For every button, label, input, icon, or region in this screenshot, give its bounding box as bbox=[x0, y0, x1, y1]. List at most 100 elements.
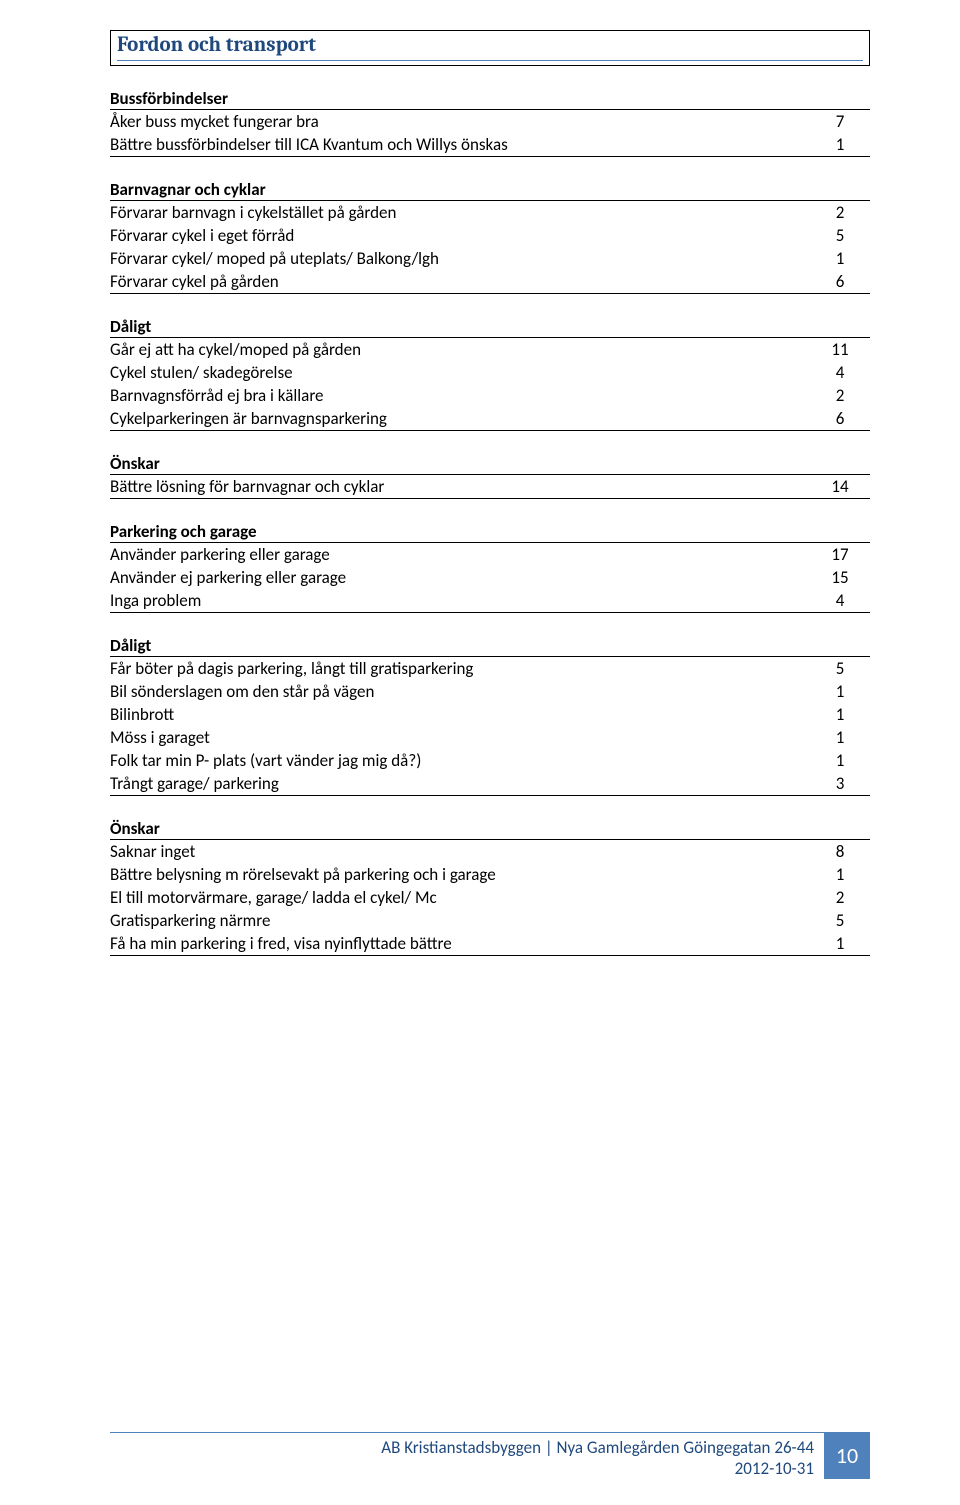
data-table: Får böter på dagis parkering, långt till… bbox=[110, 656, 870, 796]
table-row: Trångt garage/ parkering3 bbox=[110, 772, 870, 796]
table-row: Förvarar barnvagn i cykelstället på gård… bbox=[110, 201, 870, 225]
row-label: Får böter på dagis parkering, långt till… bbox=[110, 657, 810, 681]
row-label: Inga problem bbox=[110, 589, 810, 613]
row-value: 5 bbox=[810, 657, 870, 681]
table-row: Barnvagnsförråd ej bra i källare2 bbox=[110, 384, 870, 407]
table-row: Få ha min parkering i fred, visa nyinfly… bbox=[110, 932, 870, 956]
row-value: 5 bbox=[810, 224, 870, 247]
row-label: Förvarar cykel i eget förråd bbox=[110, 224, 810, 247]
row-value: 3 bbox=[810, 772, 870, 796]
row-label: Bättre lösning för barnvagnar och cyklar bbox=[110, 475, 810, 499]
data-group: Barnvagnar och cyklarFörvarar barnvagn i… bbox=[110, 179, 870, 294]
table-row: Använder parkering eller garage17 bbox=[110, 543, 870, 567]
row-label: Möss i garaget bbox=[110, 726, 810, 749]
row-value: 11 bbox=[810, 338, 870, 362]
data-table: Använder parkering eller garage17Använde… bbox=[110, 542, 870, 613]
data-group: ÖnskarSaknar inget8Bättre belysning m rö… bbox=[110, 818, 870, 956]
row-value: 2 bbox=[810, 201, 870, 225]
row-label: Förvarar cykel på gården bbox=[110, 270, 810, 294]
table-row: Bättre lösning för barnvagnar och cyklar… bbox=[110, 475, 870, 499]
row-value: 15 bbox=[810, 566, 870, 589]
table-row: Cykelparkeringen är barnvagnsparkering6 bbox=[110, 407, 870, 431]
table-row: Bättre belysning m rörelsevakt på parker… bbox=[110, 863, 870, 886]
table-row: Bilinbrott1 bbox=[110, 703, 870, 726]
row-value: 7 bbox=[810, 110, 870, 134]
table-row: El till motorvärmare, garage/ ladda el c… bbox=[110, 886, 870, 909]
row-label: Bättre belysning m rörelsevakt på parker… bbox=[110, 863, 810, 886]
row-label: Använder ej parkering eller garage bbox=[110, 566, 810, 589]
row-value: 1 bbox=[810, 932, 870, 956]
row-value: 8 bbox=[810, 840, 870, 864]
table-row: Använder ej parkering eller garage15 bbox=[110, 566, 870, 589]
table-row: Åker buss mycket fungerar bra7 bbox=[110, 110, 870, 134]
table-row: Gratisparkering närmre5 bbox=[110, 909, 870, 932]
row-label: Använder parkering eller garage bbox=[110, 543, 810, 567]
row-label: Går ej att ha cykel/moped på gården bbox=[110, 338, 810, 362]
group-heading: Dåligt bbox=[110, 635, 870, 656]
row-label: Bättre bussförbindelser till ICA Kvantum… bbox=[110, 133, 810, 157]
data-table: Förvarar barnvagn i cykelstället på gård… bbox=[110, 200, 870, 294]
row-value: 1 bbox=[810, 133, 870, 157]
group-heading: Dåligt bbox=[110, 316, 870, 337]
row-label: Gratisparkering närmre bbox=[110, 909, 810, 932]
footer-line1: AB Kristianstadsbyggen | Nya Gamlegården… bbox=[381, 1437, 814, 1458]
row-label: Förvarar cykel/ moped på uteplats/ Balko… bbox=[110, 247, 810, 270]
table-row: Folk tar min P- plats (vart vänder jag m… bbox=[110, 749, 870, 772]
table-row: Inga problem4 bbox=[110, 589, 870, 613]
row-label: Åker buss mycket fungerar bra bbox=[110, 110, 810, 134]
table-row: Saknar inget8 bbox=[110, 840, 870, 864]
row-label: El till motorvärmare, garage/ ladda el c… bbox=[110, 886, 810, 909]
content: BussförbindelserÅker buss mycket fungera… bbox=[110, 88, 870, 956]
group-heading: Bussförbindelser bbox=[110, 88, 870, 109]
row-label: Folk tar min P- plats (vart vänder jag m… bbox=[110, 749, 810, 772]
row-value: 1 bbox=[810, 726, 870, 749]
table-row: Möss i garaget1 bbox=[110, 726, 870, 749]
section-title: Fordon och transport bbox=[117, 33, 863, 61]
table-row: Går ej att ha cykel/moped på gården11 bbox=[110, 338, 870, 362]
table-row: Förvarar cykel i eget förråd5 bbox=[110, 224, 870, 247]
row-label: Få ha min parkering i fred, visa nyinfly… bbox=[110, 932, 810, 956]
row-value: 1 bbox=[810, 863, 870, 886]
row-label: Cykelparkeringen är barnvagnsparkering bbox=[110, 407, 810, 431]
row-value: 4 bbox=[810, 589, 870, 613]
row-value: 6 bbox=[810, 270, 870, 294]
row-label: Saknar inget bbox=[110, 840, 810, 864]
row-label: Förvarar barnvagn i cykelstället på gård… bbox=[110, 201, 810, 225]
data-table: Åker buss mycket fungerar bra7Bättre bus… bbox=[110, 109, 870, 157]
group-heading: Barnvagnar och cyklar bbox=[110, 179, 870, 200]
row-label: Bilinbrott bbox=[110, 703, 810, 726]
data-group: ÖnskarBättre lösning för barnvagnar och … bbox=[110, 453, 870, 499]
data-table: Bättre lösning för barnvagnar och cyklar… bbox=[110, 474, 870, 499]
data-table: Saknar inget8Bättre belysning m rörelsev… bbox=[110, 839, 870, 956]
table-row: Förvarar cykel/ moped på uteplats/ Balko… bbox=[110, 247, 870, 270]
table-row: Förvarar cykel på gården6 bbox=[110, 270, 870, 294]
data-group: DåligtGår ej att ha cykel/moped på gårde… bbox=[110, 316, 870, 431]
data-group: BussförbindelserÅker buss mycket fungera… bbox=[110, 88, 870, 157]
table-row: Cykel stulen/ skadegörelse4 bbox=[110, 361, 870, 384]
row-label: Trångt garage/ parkering bbox=[110, 772, 810, 796]
row-value: 2 bbox=[810, 886, 870, 909]
row-value: 5 bbox=[810, 909, 870, 932]
row-value: 17 bbox=[810, 543, 870, 567]
page-number: 10 bbox=[824, 1432, 870, 1480]
page: Fordon och transport BussförbindelserÅke… bbox=[0, 0, 960, 1505]
footer: AB Kristianstadsbyggen | Nya Gamlegården… bbox=[110, 1432, 870, 1480]
row-value: 4 bbox=[810, 361, 870, 384]
row-label: Cykel stulen/ skadegörelse bbox=[110, 361, 810, 384]
row-label: Barnvagnsförråd ej bra i källare bbox=[110, 384, 810, 407]
row-label: Bil sönderslagen om den står på vägen bbox=[110, 680, 810, 703]
group-heading: Önskar bbox=[110, 818, 870, 839]
footer-line2: 2012-10-31 bbox=[735, 1458, 814, 1479]
row-value: 1 bbox=[810, 749, 870, 772]
data-table: Går ej att ha cykel/moped på gården11Cyk… bbox=[110, 337, 870, 431]
group-heading: Parkering och garage bbox=[110, 521, 870, 542]
table-row: Bil sönderslagen om den står på vägen1 bbox=[110, 680, 870, 703]
row-value: 1 bbox=[810, 703, 870, 726]
data-group: DåligtFår böter på dagis parkering, lång… bbox=[110, 635, 870, 796]
section-title-box: Fordon och transport bbox=[110, 30, 870, 66]
group-heading: Önskar bbox=[110, 453, 870, 474]
row-value: 1 bbox=[810, 247, 870, 270]
table-row: Får böter på dagis parkering, långt till… bbox=[110, 657, 870, 681]
row-value: 14 bbox=[810, 475, 870, 499]
table-row: Bättre bussförbindelser till ICA Kvantum… bbox=[110, 133, 870, 157]
